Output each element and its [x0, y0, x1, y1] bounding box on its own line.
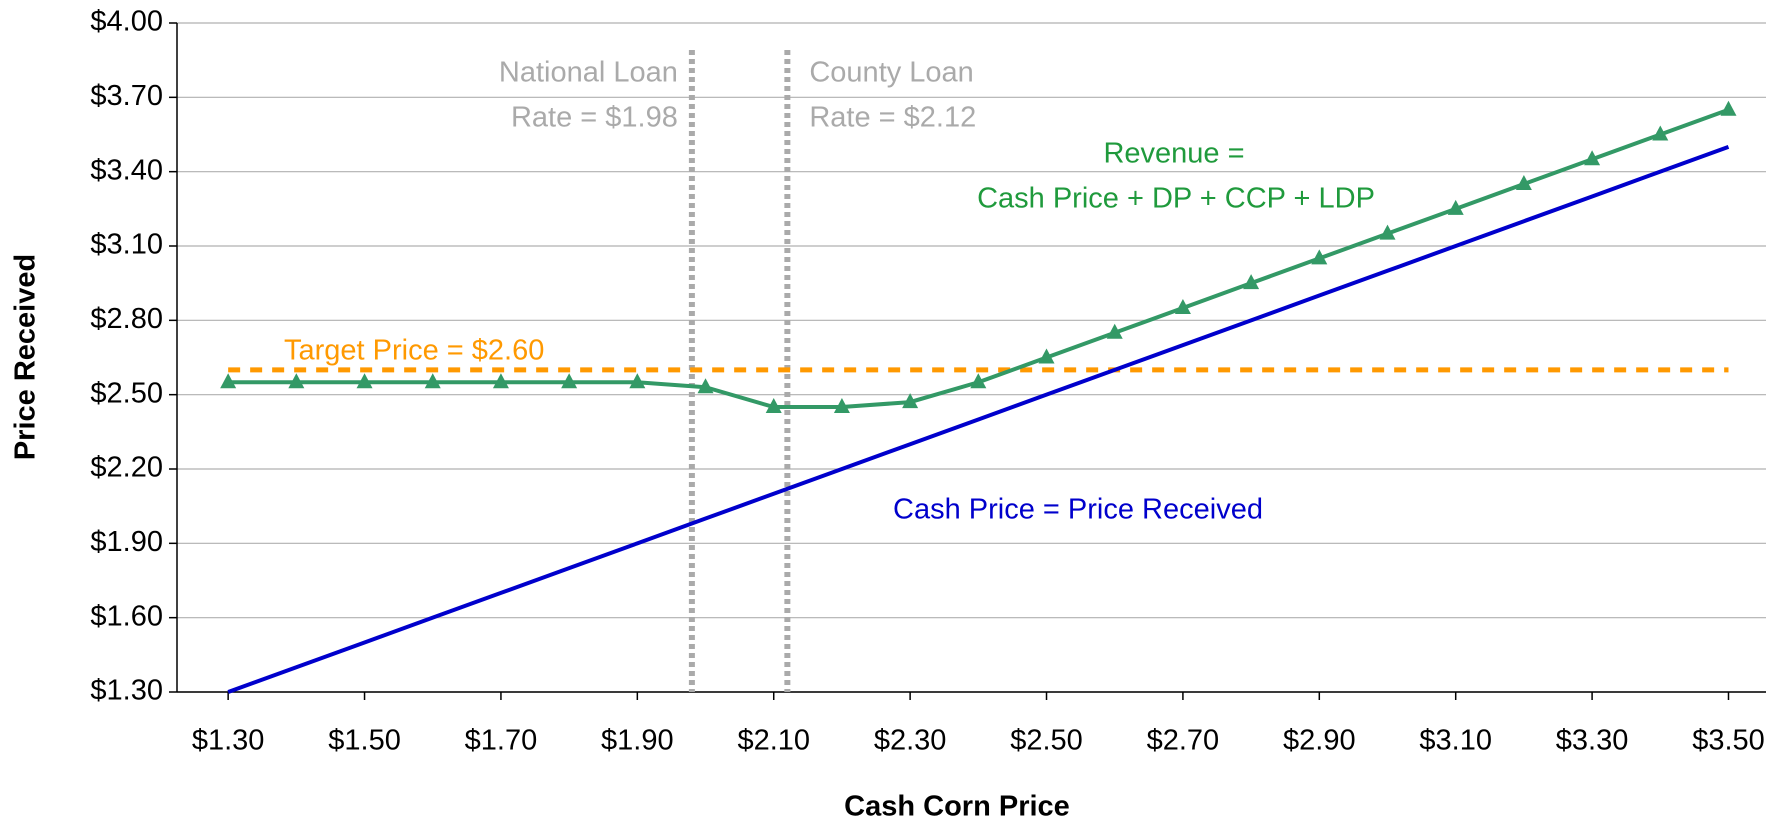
- x-tick-label: $2.70: [1147, 725, 1220, 757]
- marker: [1652, 125, 1669, 141]
- y-tick-label: $3.70: [90, 80, 163, 112]
- marker: [1584, 150, 1601, 166]
- marker: [1311, 249, 1328, 265]
- loan-rate-label: Rate = $1.98: [511, 102, 678, 134]
- y-tick-label: $2.80: [90, 303, 163, 335]
- loan-rate-label: County Loan: [809, 57, 973, 89]
- y-tick-label: $1.90: [90, 526, 163, 558]
- marker: [1038, 348, 1055, 364]
- x-tick-label: $2.30: [874, 725, 947, 757]
- x-tick-label: $1.30: [192, 725, 265, 757]
- y-tick-label: $3.10: [90, 229, 163, 261]
- marker: [833, 398, 850, 414]
- y-tick-label: $2.20: [90, 452, 163, 484]
- marker: [561, 373, 578, 389]
- y-tick-label: $3.40: [90, 154, 163, 186]
- series-line: [227, 145, 1730, 694]
- marker: [765, 398, 782, 414]
- marker: [424, 373, 441, 389]
- marker: [629, 373, 646, 389]
- x-tick-label: $3.30: [1556, 725, 1629, 757]
- marker: [1174, 298, 1191, 314]
- y-tick-label: $1.30: [90, 675, 163, 707]
- marker: [1379, 224, 1396, 240]
- y-tick-label: $1.60: [90, 600, 163, 632]
- series-annotation: Cash Price + DP + CCP + LDP: [977, 183, 1375, 215]
- marker: [1106, 323, 1123, 339]
- x-tick-label: $2.90: [1283, 725, 1356, 757]
- x-tick-label: $3.50: [1692, 725, 1765, 757]
- marker: [902, 393, 919, 409]
- marker: [288, 373, 305, 389]
- x-tick-label: $2.50: [1010, 725, 1083, 757]
- series-annotation: Cash Price = Price Received: [893, 494, 1263, 526]
- x-tick-label: $1.50: [328, 725, 401, 757]
- y-tick-label: $2.50: [90, 377, 163, 409]
- marker: [1243, 274, 1260, 290]
- x-tick-label: $3.10: [1419, 725, 1492, 757]
- y-tick-label: $4.00: [90, 6, 163, 38]
- marker: [220, 373, 237, 389]
- loan-rate-label: National Loan: [499, 57, 678, 89]
- marker: [1515, 175, 1532, 191]
- loan-rate-label: Rate = $2.12: [809, 102, 976, 134]
- x-axis-title: Cash Corn Price: [844, 791, 1070, 823]
- marker: [1720, 100, 1737, 116]
- x-tick-label: $1.70: [465, 725, 538, 757]
- marker: [1447, 199, 1464, 215]
- marker: [356, 373, 373, 389]
- y-axis-title: Price Received: [10, 254, 42, 460]
- marker: [697, 378, 714, 394]
- x-tick-label: $1.90: [601, 725, 674, 757]
- x-tick-label: $2.10: [737, 725, 810, 757]
- marker: [492, 373, 509, 389]
- series-annotation: Revenue =: [1103, 138, 1244, 170]
- target-price-label: Target Price = $2.60: [284, 335, 544, 367]
- marker: [970, 373, 987, 389]
